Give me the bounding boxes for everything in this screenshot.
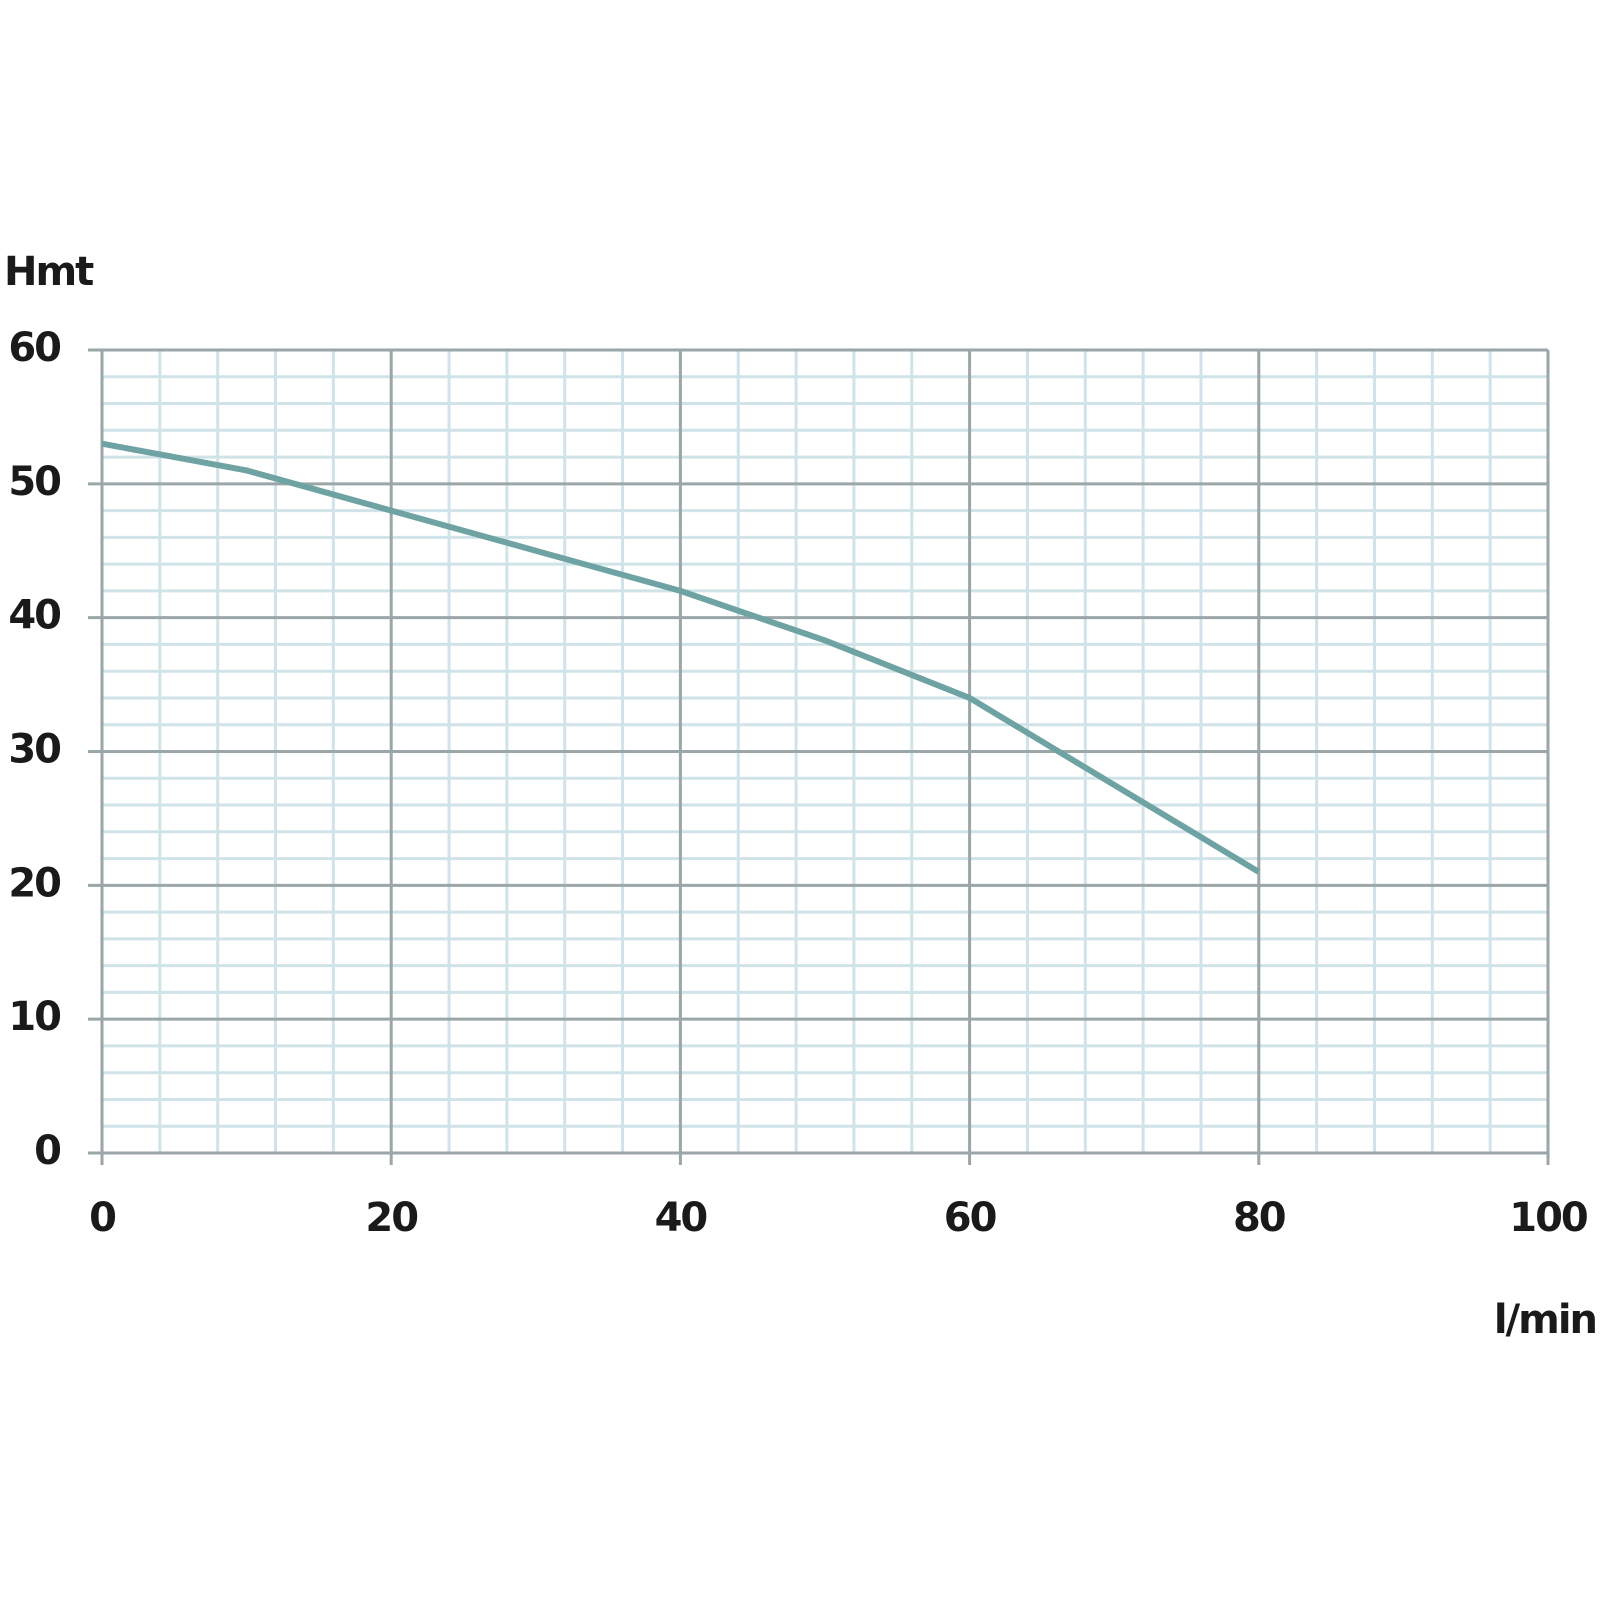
x-axis-label: l/min: [1494, 1297, 1596, 1343]
y-tick-label: 0: [34, 1128, 60, 1174]
curve: [101, 440, 1261, 875]
y-tick-label: 20: [8, 860, 60, 906]
y-tick-label: 60: [8, 325, 60, 371]
y-tick-label: 50: [8, 459, 60, 505]
x-tick-label: 20: [365, 1195, 417, 1241]
y-tick-label: 10: [8, 994, 60, 1040]
y-tick-label: 30: [8, 727, 60, 773]
x-tick-label: 40: [655, 1195, 707, 1241]
x-tick-label: 60: [944, 1195, 996, 1241]
x-tick-label: 0: [89, 1195, 115, 1241]
y-tick-label: 40: [8, 593, 60, 639]
x-tick-label: 80: [1233, 1195, 1285, 1241]
y-axis-label: Hmt: [4, 249, 94, 295]
x-tick-label: 100: [1509, 1195, 1587, 1241]
